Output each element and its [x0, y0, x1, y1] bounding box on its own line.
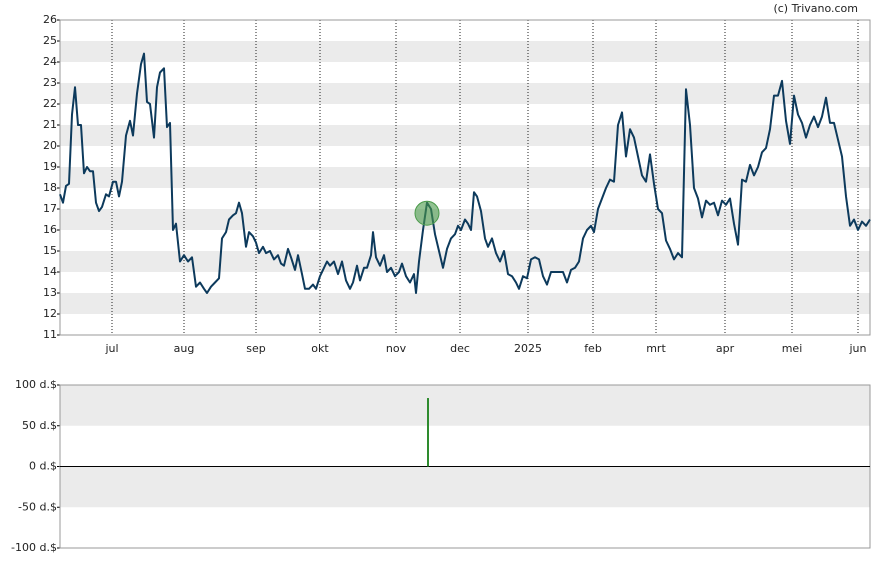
y-tick-label: -50 d.$ — [18, 500, 57, 513]
grid-band — [60, 293, 870, 314]
grid-band — [60, 41, 870, 62]
y-tick-label: 26 — [43, 13, 57, 26]
copyright: (c) Trivano.com — [773, 2, 858, 15]
y-tick-label: 25 — [43, 34, 57, 47]
plot-frame — [59, 19, 871, 336]
y-tick-label: 50 d.$ — [22, 419, 57, 432]
y-tick-label: 16 — [43, 223, 57, 236]
grid-band — [60, 466, 870, 508]
y-tick-label: 19 — [43, 160, 57, 173]
x-tick-label: apr — [716, 342, 735, 355]
y-tick-label: 22 — [43, 97, 57, 110]
x-tick-label: 2025 — [514, 342, 542, 355]
signal-marker — [414, 200, 440, 226]
x-tick-label: feb — [584, 342, 602, 355]
y-tick-label: 20 — [43, 139, 57, 152]
y-tick-label: 11 — [43, 328, 57, 341]
x-tick-label: sep — [246, 342, 265, 355]
y-tick-label: 15 — [43, 244, 57, 257]
y-tick-label: 23 — [43, 76, 57, 89]
y-tick-label: -100 d.$ — [11, 541, 57, 554]
grid-band — [60, 385, 870, 426]
y-tick-label: 24 — [43, 55, 57, 68]
x-tick-label: mrt — [646, 342, 666, 355]
grid-band — [60, 125, 870, 146]
x-tick-label: jun — [849, 342, 867, 355]
y-tick-label: 17 — [43, 202, 57, 215]
grid-band — [60, 83, 870, 104]
y-tick-label: 13 — [43, 286, 57, 299]
x-tick-label: aug — [174, 342, 195, 355]
x-tick-label: dec — [450, 342, 470, 355]
y-tick-label: 21 — [43, 118, 57, 131]
price-line — [59, 52, 871, 294]
grid-band — [60, 251, 870, 272]
grid-band — [60, 167, 870, 188]
x-tick-label: nov — [386, 342, 407, 355]
y-tick-label: 14 — [43, 265, 57, 278]
x-tick-label: jul — [104, 342, 118, 355]
y-tick-label: 100 d.$ — [15, 378, 57, 391]
y-tick-label: 18 — [43, 181, 57, 194]
x-tick-label: okt — [311, 342, 329, 355]
y-tick-label: 0 d.$ — [29, 460, 57, 473]
x-tick-label: mei — [782, 342, 803, 355]
y-tick-label: 12 — [43, 307, 57, 320]
